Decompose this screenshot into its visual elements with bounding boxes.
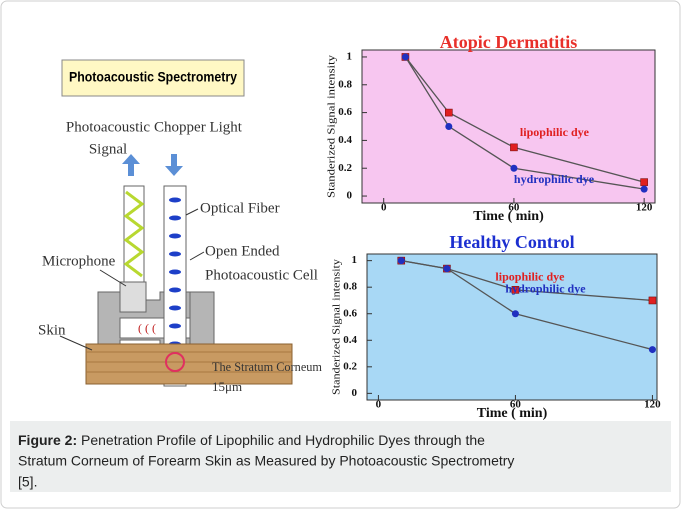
data-point — [648, 346, 656, 354]
microphone-label: Microphone — [42, 253, 116, 269]
y-tick-label: 0.4 — [338, 134, 352, 146]
chart-title: Atopic Dermatitis — [440, 32, 577, 52]
signal-label: Signal — [89, 141, 127, 157]
y-axis-label: Standerized Signal intensity — [326, 54, 338, 198]
chart-title: Healthy Control — [449, 232, 574, 252]
cell-label: Photoacoustic Cell — [205, 267, 318, 283]
light-label: Chopper Light — [154, 119, 243, 135]
absorption-spot — [165, 352, 185, 372]
leader-line — [189, 251, 205, 261]
series-line — [401, 259, 653, 351]
y-tick-label: 0.6 — [343, 307, 357, 319]
data-point — [401, 53, 409, 61]
y-tick-label: 0 — [352, 387, 358, 399]
skin-label: Skin — [38, 322, 66, 338]
data-point — [443, 265, 451, 273]
series-label: lipophilic dye — [495, 270, 565, 284]
caption-label: Figure 2: — [18, 432, 77, 448]
sound-wave: ( ( ( — [138, 321, 156, 335]
data-point — [510, 143, 518, 152]
leader-line — [185, 208, 199, 216]
skin — [85, 343, 293, 385]
x-tick-label: 0 — [381, 202, 387, 214]
stratum-label: 15μm — [212, 379, 242, 394]
y-axis-label: Standerized Signal intensity — [331, 258, 343, 395]
series-label: hydrophilic dye — [514, 172, 595, 186]
x-axis-label: Time ( min) — [473, 209, 544, 224]
stratum-label: The Stratum Corneum — [212, 359, 322, 374]
y-tick-label: 0.8 — [343, 281, 357, 293]
caption-box — [10, 421, 671, 492]
y-tick-label: 1 — [352, 254, 358, 266]
x-axis-label: Time ( min) — [477, 406, 548, 421]
diagram: Photoacoustic Spectrometry Photoacoustic… — [38, 59, 322, 394]
leader-line — [99, 269, 127, 287]
up-arrow — [122, 154, 140, 176]
x-tick-label: 60 — [510, 399, 522, 411]
caption-line: Penetration Profile of Lipophilic and Hy… — [77, 432, 485, 448]
x-tick-label: 120 — [644, 399, 661, 411]
series-line — [404, 56, 645, 183]
signal-label: Photoacoustic — [66, 119, 150, 135]
data-point — [511, 286, 520, 294]
leader-line — [59, 335, 93, 351]
x-tick-label: 60 — [508, 202, 520, 214]
caption: Figure 2: Penetration Profile of Lipophi… — [18, 432, 485, 448]
y-tick-label: 0 — [347, 190, 353, 202]
series-line — [404, 56, 645, 190]
y-tick-label: 0.6 — [338, 106, 352, 118]
y-tick-label: 0.8 — [338, 78, 352, 90]
diagram-title: Photoacoustic Spectrometry — [69, 69, 237, 85]
data-point — [397, 257, 405, 265]
data-point — [445, 123, 453, 130]
series-label: hydrophilic dye — [505, 281, 586, 295]
x-tick-label: 0 — [376, 399, 382, 411]
diagram-title-box — [61, 59, 245, 97]
data-point — [511, 310, 519, 318]
cell-label: Open Ended — [205, 243, 280, 259]
data-point — [445, 108, 453, 117]
data-point — [510, 164, 518, 172]
x-tick-label: 120 — [636, 202, 653, 214]
data-point — [640, 178, 648, 186]
fiber-label: Optical Fiber — [200, 200, 280, 216]
data-point — [640, 185, 648, 193]
signal-wave — [123, 190, 145, 278]
y-tick-label: 0.4 — [343, 334, 357, 346]
plot-area — [361, 49, 656, 204]
y-tick-label: 0.2 — [343, 360, 357, 372]
skin-texture — [86, 351, 292, 373]
caption-line: [5]. — [18, 474, 37, 490]
series-label: lipophilic dye — [520, 125, 590, 139]
y-tick-label: 1 — [347, 50, 353, 62]
data-point — [648, 296, 657, 305]
down-arrow — [165, 154, 183, 176]
plot-area — [366, 253, 658, 401]
y-tick-label: 0.2 — [338, 162, 352, 174]
caption-line: Stratum Corneum of Forearm Skin as Measu… — [18, 453, 514, 469]
microphone — [119, 281, 147, 313]
